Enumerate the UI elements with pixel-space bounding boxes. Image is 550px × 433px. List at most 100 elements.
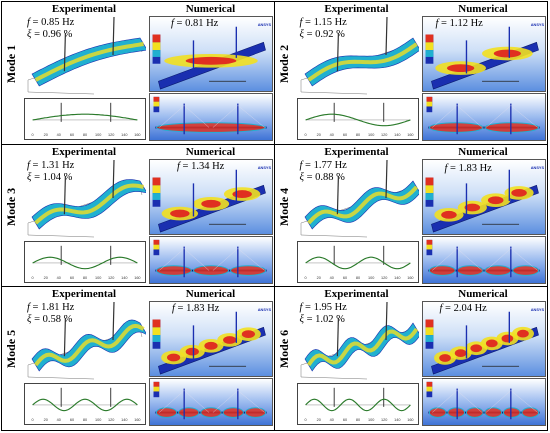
axis-tick-label: 160 bbox=[134, 418, 140, 422]
contour-peak bbox=[485, 339, 498, 348]
experimental-frequency: = 1.31 Hz bbox=[32, 159, 75, 171]
damping-ratio: = 0.92 % bbox=[306, 29, 345, 40]
elevation-bulge-edge bbox=[192, 264, 230, 276]
experimental-parameters: f = 1.31 Hz ξ = 1.04 % bbox=[27, 160, 74, 184]
experimental-parameters: f = 1.15 Hz ξ = 0.92 % bbox=[300, 17, 347, 41]
numerical-frequency: = 0.81 Hz bbox=[176, 18, 219, 29]
contour-peak bbox=[204, 342, 218, 351]
experimental-elevation-plot: 0 20 40 60 80 100 120 140 160 bbox=[296, 383, 419, 426]
numerical-3d-contour-plot: ANSYS bbox=[421, 16, 546, 92]
mode-panel-1: Experimental Numerical Mode 1 f = 0.85 Hz ξ … bbox=[2, 2, 275, 145]
numerical-header: Numerical bbox=[185, 3, 236, 15]
ansys-logo: ANSYS bbox=[530, 307, 544, 312]
frequency-symbol: f bbox=[27, 17, 30, 28]
damping-ratio: = 1.02 % bbox=[306, 314, 345, 326]
axis-tick-label: 100 bbox=[95, 276, 101, 280]
axis-tick-label: 0 bbox=[304, 133, 306, 137]
axis-tick-label: 0 bbox=[304, 276, 306, 280]
axis-tick-label: 40 bbox=[329, 133, 333, 137]
numerical-elevation-contour-plot bbox=[421, 378, 546, 427]
frequency-symbol: f bbox=[171, 18, 174, 29]
experimental-elevation-plot: 0 20 40 60 80 100 120 140 160 bbox=[296, 98, 419, 140]
damping-symbol: ξ bbox=[27, 171, 32, 183]
axis-tick-label: 100 bbox=[95, 418, 101, 422]
axis-tick-label: 20 bbox=[316, 418, 320, 422]
axis-tick-label: 20 bbox=[44, 276, 48, 280]
elevation-bulge-edge bbox=[428, 122, 484, 133]
contour-peak bbox=[487, 195, 503, 204]
elevation-bulge bbox=[465, 408, 483, 418]
axis-tick-label: 20 bbox=[316, 133, 320, 137]
numerical-frequency-label: f = 1.34 Hz bbox=[177, 161, 224, 172]
axis-tick-label: 60 bbox=[342, 133, 346, 137]
elevation-bulge bbox=[193, 265, 229, 275]
experimental-header: Experimental bbox=[51, 288, 117, 301]
elevation-bulge-edge bbox=[155, 122, 267, 133]
axis-tick-label: 100 bbox=[367, 276, 373, 280]
numerical-3d-contour-plot: ANSYS bbox=[149, 158, 273, 235]
frequency-symbol: f bbox=[172, 303, 175, 315]
damping-symbol: ξ bbox=[299, 314, 305, 326]
axis-tick-label: 0 bbox=[304, 418, 306, 422]
mode-panel-2: Experimental Numerical Mode 2 f = 1.15 Hz ξ … bbox=[274, 2, 547, 145]
experimental-parameters: f = 1.77 Hz ξ = 0.88 % bbox=[300, 160, 347, 184]
numerical-frequency-label: f = 0.81 Hz bbox=[171, 18, 218, 29]
axis-tick-label: 100 bbox=[367, 133, 373, 137]
axis-tick-label: 140 bbox=[394, 133, 400, 137]
contour-peak bbox=[185, 56, 237, 65]
elevation-bulge-edge bbox=[178, 407, 200, 419]
damping-symbol: ξ bbox=[299, 29, 305, 40]
damping-ratio: = 0.88 % bbox=[306, 171, 345, 183]
numerical-frequency: = 1.83 Hz bbox=[177, 303, 220, 315]
axis-tick-label: 40 bbox=[329, 418, 333, 422]
experimental-header: Experimental bbox=[324, 3, 389, 15]
numerical-elevation-contour-plot bbox=[421, 235, 546, 284]
mode-label: Mode 6 bbox=[276, 330, 291, 369]
mode-panel-4: Experimental Numerical Mode 4 f = 1.77 Hz ξ … bbox=[274, 145, 547, 288]
elevation-bulge bbox=[156, 408, 177, 418]
elevation-bulge bbox=[428, 265, 455, 275]
experimental-elevation-plot: 0 20 40 60 80 100 120 140 160 bbox=[24, 383, 146, 426]
damping-ratio: = 0.96 % bbox=[34, 29, 73, 40]
axis-tick-label: 120 bbox=[381, 418, 387, 422]
experimental-header: Experimental bbox=[51, 3, 117, 15]
experimental-frequency: = 0.85 Hz bbox=[32, 17, 75, 28]
numerical-3d-contour-plot: ANSYS bbox=[149, 16, 273, 92]
elevation-bulge-edge bbox=[502, 407, 521, 419]
elevation-bulge-edge bbox=[222, 407, 244, 419]
axis-tick-label: 40 bbox=[57, 133, 61, 137]
ansys-logo: ANSYS bbox=[258, 307, 272, 312]
experimental-header: Experimental bbox=[324, 288, 389, 301]
contour-peak bbox=[170, 209, 190, 218]
numerical-frequency: = 1.83 Hz bbox=[450, 162, 492, 174]
elevation-bulge-edge bbox=[200, 407, 222, 419]
contour-peak bbox=[501, 334, 513, 343]
elevation-bulge-edge bbox=[465, 407, 484, 419]
contour-peak bbox=[469, 344, 482, 353]
elevation-bulge bbox=[484, 408, 502, 418]
elevation-bulge bbox=[512, 265, 539, 275]
numerical-3d-contour-plot: ANSYS bbox=[149, 301, 273, 378]
contour-peak bbox=[510, 188, 527, 197]
damping-symbol: ξ bbox=[27, 314, 32, 326]
experimental-frequency: = 1.95 Hz bbox=[305, 302, 347, 314]
experimental-parameters: f = 1.95 Hz ξ = 1.02 % bbox=[300, 302, 347, 326]
contour-peak bbox=[516, 330, 529, 338]
elevation-bulge-edge bbox=[230, 264, 267, 276]
frequency-symbol: f bbox=[444, 162, 448, 174]
axis-tick-label: 140 bbox=[121, 276, 127, 280]
axis-tick-label: 120 bbox=[381, 133, 387, 137]
contour-peak bbox=[185, 348, 199, 356]
experimental-parameters: f = 0.85 Hz ξ = 0.96 % bbox=[27, 17, 74, 41]
elevation-bulge bbox=[428, 122, 483, 133]
numerical-frequency-label: f = 1.83 Hz bbox=[172, 303, 219, 314]
axis-tick-label: 40 bbox=[57, 276, 61, 280]
experimental-elevation-plot: 0 20 40 60 80 100 120 140 160 bbox=[24, 98, 146, 140]
axis-tick-label: 160 bbox=[134, 276, 140, 280]
frequency-symbol: f bbox=[299, 17, 303, 28]
ansys-logo: ANSYS bbox=[258, 164, 272, 169]
ansys-logo: ANSYS bbox=[258, 22, 272, 27]
elevation-bulge bbox=[502, 408, 520, 418]
elevation-bulge bbox=[156, 265, 192, 275]
mode-panel-3: Experimental Numerical Mode 3 f = 1.31 Hz ξ … bbox=[2, 144, 275, 288]
